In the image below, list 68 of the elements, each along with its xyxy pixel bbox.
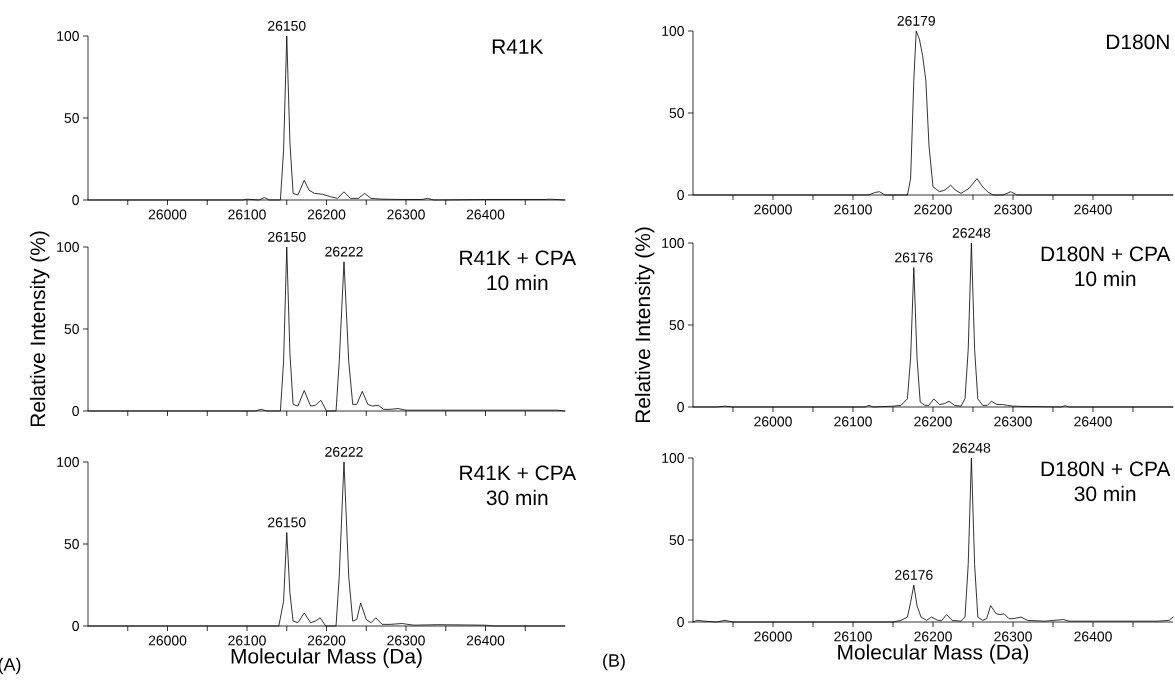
- annotation: 26150: [268, 517, 306, 528]
- x-axis-title: Molecular Mass (Da): [838, 644, 1029, 664]
- x-tick-label: 26100: [834, 204, 872, 215]
- annotation: 26176: [895, 570, 933, 580]
- y-tick-label: 100: [662, 26, 684, 36]
- x-tick-label: 26400: [466, 209, 505, 220]
- annotation: 26179: [897, 15, 935, 26]
- x-tick-label: 26400: [1074, 416, 1112, 427]
- chart-title: D180N: [1107, 34, 1169, 50]
- y-tick-label: 0: [677, 190, 684, 200]
- x-axis-title: Molecular Mass (Da): [231, 648, 422, 668]
- x-tick-label: 26000: [148, 635, 187, 646]
- chart-title: R41K + CPA: [460, 250, 577, 266]
- annotation: 26176: [895, 252, 933, 263]
- y-axis-title: Relative Intensity (%): [634, 227, 655, 423]
- x-tick-label: 26000: [754, 204, 792, 215]
- text: 30 min: [486, 489, 548, 506]
- x-tick-label: 26300: [387, 635, 425, 646]
- x-tick-label: 26400: [1074, 204, 1112, 215]
- annotation: 26222: [325, 246, 363, 257]
- text: (B): [603, 653, 625, 671]
- y-tick-label: 0: [677, 402, 684, 412]
- text: 10 min: [1075, 270, 1136, 287]
- y-tick-label: 50: [64, 113, 79, 123]
- x-tick-label: 26200: [914, 631, 952, 642]
- x-tick-label: 26300: [387, 209, 425, 220]
- y-tick-label: 50: [669, 535, 684, 545]
- x-tick-label: 26300: [994, 631, 1032, 642]
- x-tick-label: 26200: [307, 635, 346, 646]
- y-tick-label: 100: [57, 457, 79, 467]
- x-tick-label: 26400: [466, 635, 505, 646]
- y-tick-label: 0: [72, 621, 79, 631]
- x-tick-label: 26200: [914, 204, 952, 215]
- y-tick-label: 50: [64, 539, 79, 549]
- annotation: 26248: [952, 227, 991, 238]
- x-tick-label: 26400: [1074, 631, 1112, 642]
- x-tick-label: 26100: [228, 209, 266, 220]
- chart-title: D180N + CPA: [1041, 246, 1171, 262]
- annotation: 26150: [268, 231, 306, 242]
- x-tick-label: 26200: [914, 416, 952, 427]
- x-tick-label: 26100: [834, 416, 872, 427]
- annotation: 26150: [268, 20, 306, 31]
- y-tick-label: 0: [677, 617, 684, 627]
- text: 10 min: [487, 274, 548, 291]
- x-tick-label: 26100: [834, 631, 872, 642]
- annotation: 26248: [952, 442, 991, 453]
- annotation: 26222: [325, 446, 363, 457]
- y-axis-title: Relative Intensity (%): [29, 231, 50, 427]
- text: 30 min: [1074, 485, 1136, 502]
- x-tick-label: 26000: [754, 631, 792, 642]
- y-tick-label: 50: [64, 324, 79, 334]
- y-tick-label: 50: [669, 108, 684, 118]
- x-tick-label: 26000: [148, 209, 187, 220]
- y-tick-label: 100: [662, 453, 684, 463]
- x-tick-label: 26000: [754, 416, 792, 427]
- chart-title: R41K + CPA: [460, 465, 577, 481]
- y-tick-label: 100: [57, 31, 79, 41]
- y-tick-label: 0: [72, 195, 79, 205]
- y-tick-label: 0: [72, 406, 79, 416]
- x-tick-label: 26100: [228, 635, 266, 646]
- chart-title: R41K: [492, 39, 544, 54]
- x-tick-label: 26300: [994, 416, 1032, 427]
- chart-title: D180N + CPA: [1041, 461, 1171, 477]
- y-tick-label: 50: [669, 320, 684, 330]
- x-tick-label: 26200: [307, 209, 346, 220]
- y-tick-label: 100: [57, 242, 79, 252]
- y-tick-label: 100: [662, 238, 684, 248]
- x-tick-label: 26300: [994, 204, 1032, 215]
